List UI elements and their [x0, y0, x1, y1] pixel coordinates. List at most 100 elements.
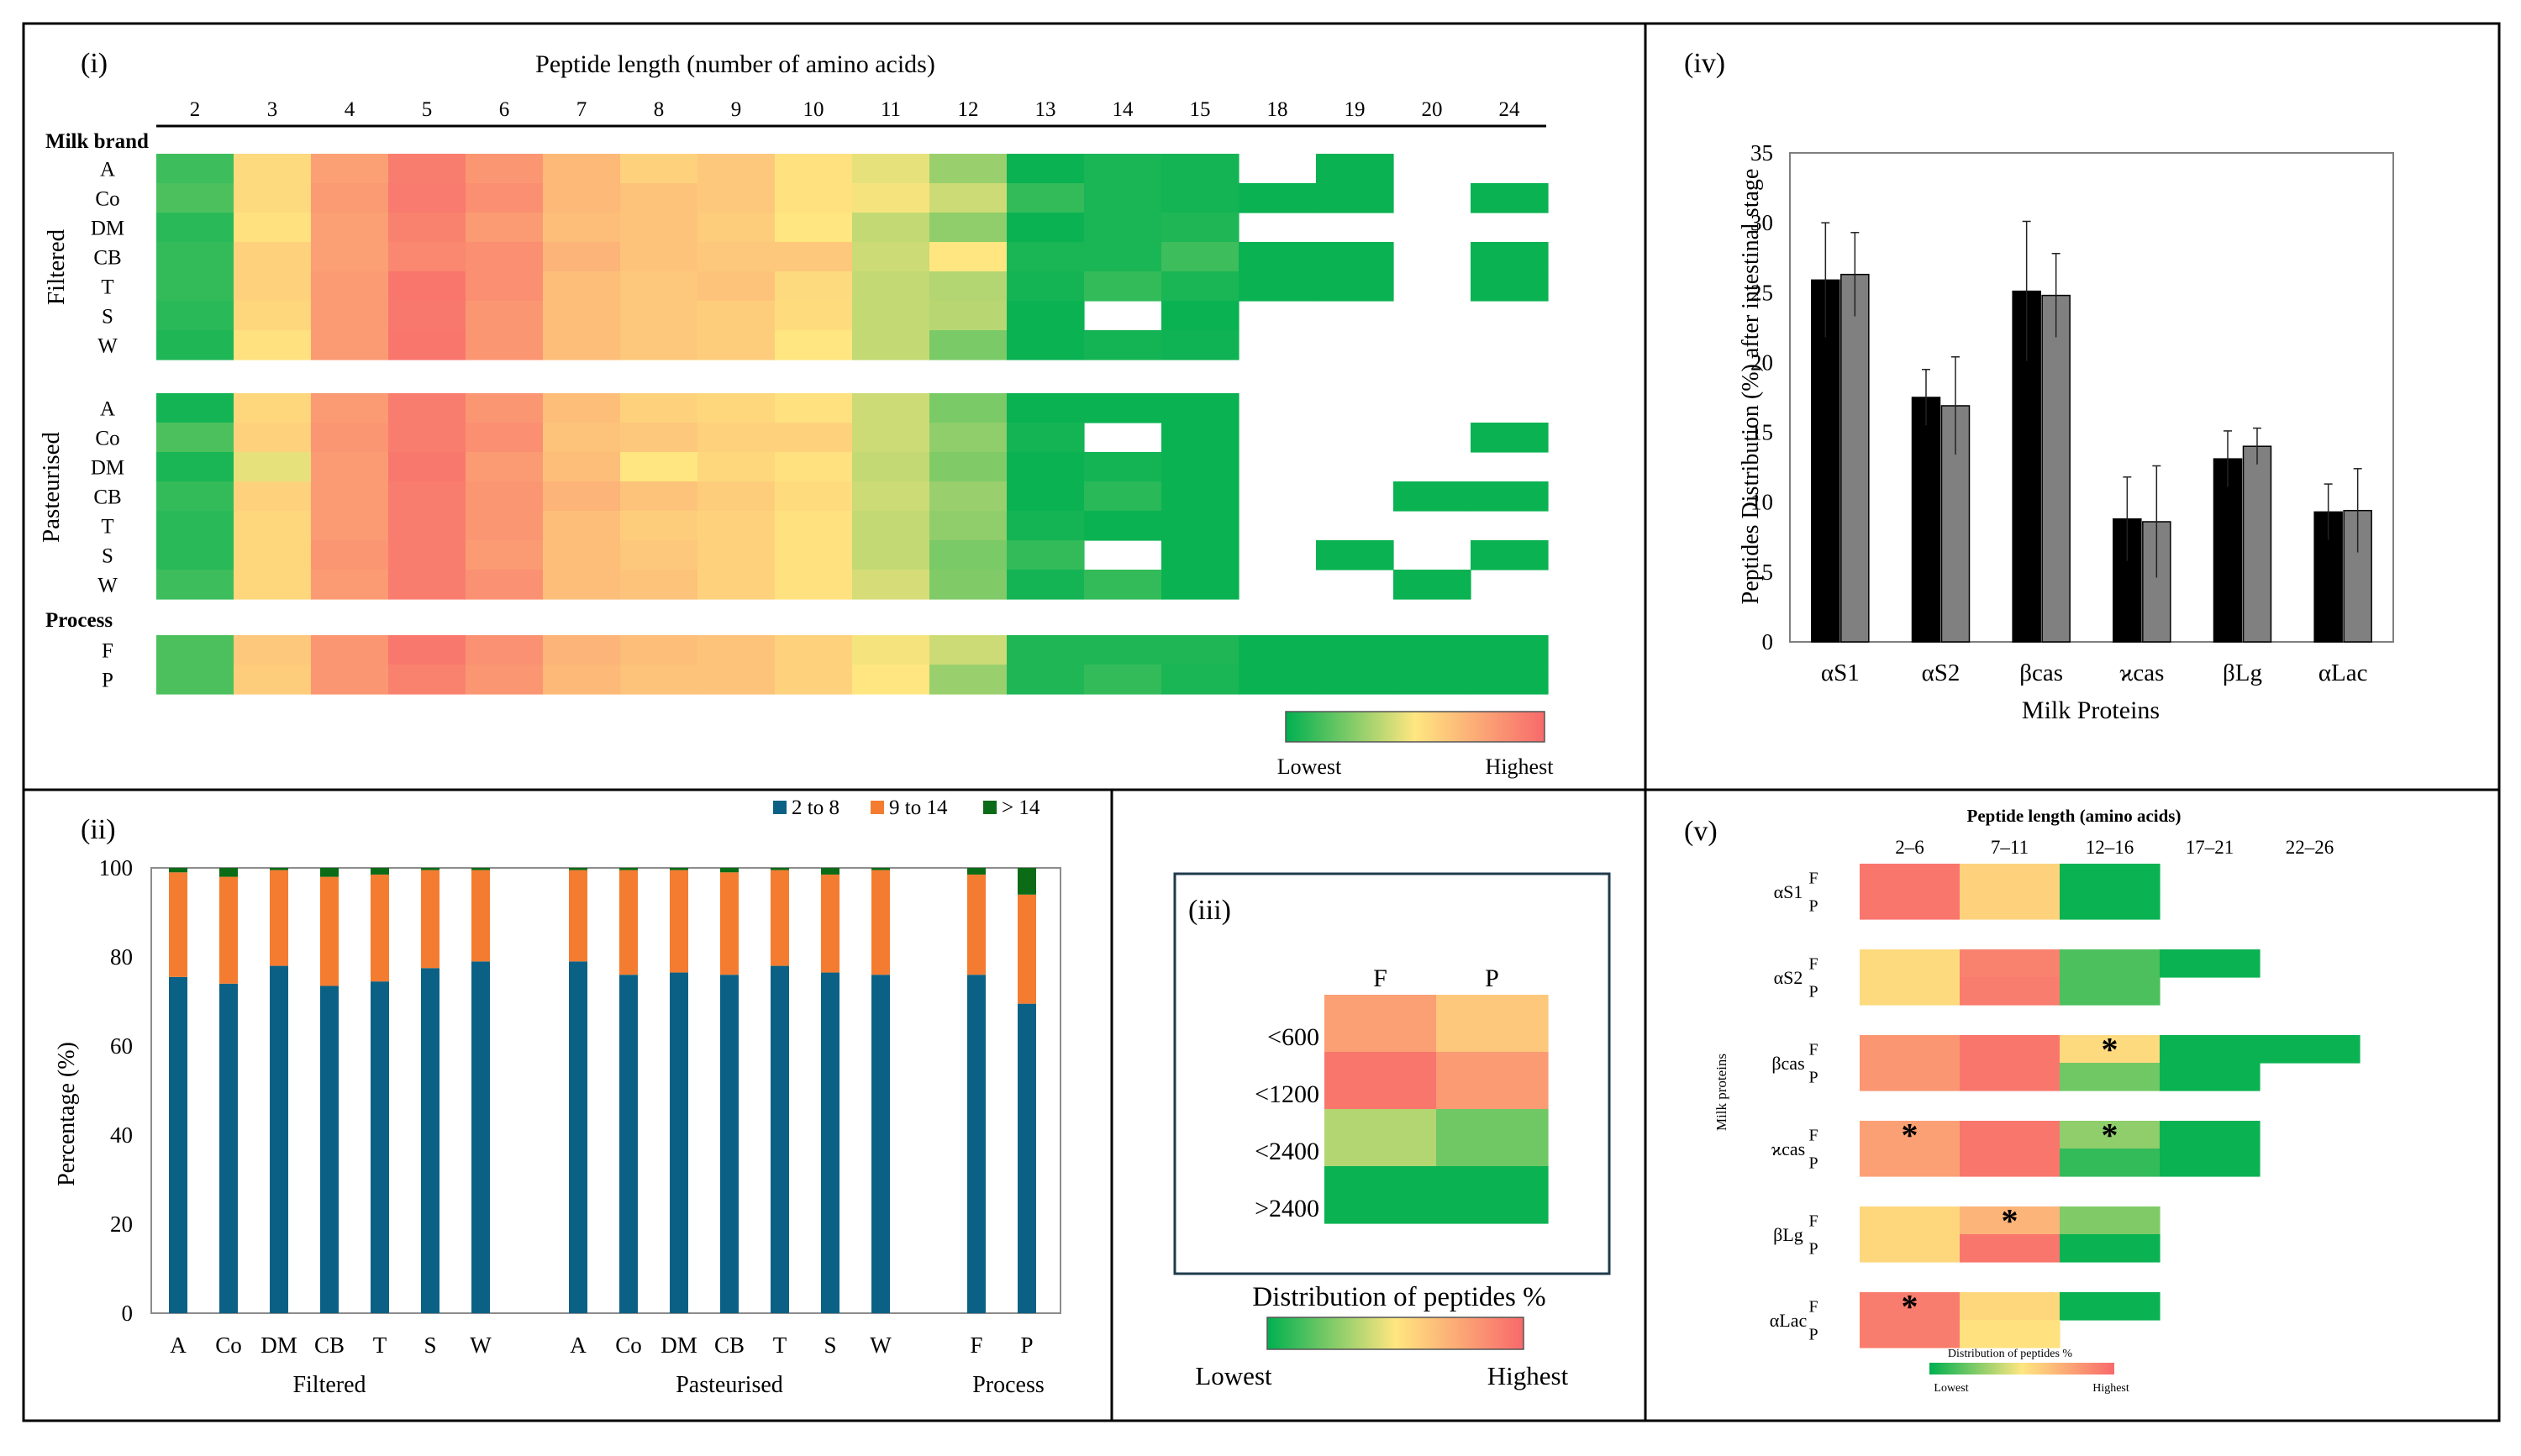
- panel-ii-bar-filtered-cb-s2: [320, 876, 339, 986]
- panel-ii-group-label-process: Process: [972, 1372, 1045, 1398]
- panel-i-cell-filtered-cb-9: [852, 242, 930, 272]
- panel-i-cell-pasteurised-cb-10: [929, 481, 1008, 512]
- panel-iv-xtick-1: αS2: [1922, 660, 1960, 686]
- panel-v-cell-3-P-1: [1960, 1149, 2060, 1177]
- panel-v-col-4: 22–26: [2286, 837, 2334, 858]
- panel-iv-ytick-20: 20: [1750, 350, 1773, 375]
- panel-i-cell-process-f-10: [929, 635, 1008, 665]
- panel-i-cell-filtered-dm-5: [543, 213, 621, 243]
- panel-i-cell-pasteurised-s-6: [620, 540, 698, 570]
- panel-i-cell-pasteurised-cb-9: [852, 481, 930, 512]
- panel-i-cell-pasteurised-co-3: [388, 423, 466, 453]
- panel-ii-axes: 0 20 40 60 80 100 A Co DM CB T S W Filtered A Co DM CB T S W…: [99, 855, 1061, 1398]
- panel-i-cell-filtered-s-5: [543, 301, 621, 331]
- panel-i-cell-pasteurised-co-4: [466, 423, 544, 453]
- panel-i-cell-filtered-a-12: [1084, 154, 1162, 184]
- panel-v-color-scale: [1929, 1363, 2114, 1375]
- panel-iv-plot-frame: [1789, 152, 2394, 643]
- panel-i-cell-filtered-t-13: [1161, 271, 1239, 302]
- panel-ii-bar-filtered-w-s3: [471, 868, 490, 870]
- panel-i-cell-process-f-5: [543, 635, 621, 665]
- panel-i-cell-pasteurised-w-5: [543, 570, 621, 600]
- panel-i-cell-filtered-a-15: [1316, 154, 1394, 184]
- panel-ii-bar-filtered-dm-s2: [270, 870, 288, 966]
- panel-i-cell-process-p-17: [1471, 665, 1549, 695]
- panel-i-group-process: Process: [45, 609, 113, 632]
- panel-i-cell-pasteurised-t-2: [311, 511, 389, 541]
- panel-i-cell-pasteurised-co-11: [1007, 423, 1085, 453]
- panel-ii-bar-pasteurised-dm-s1: [670, 972, 688, 1313]
- panel-ii-bar-filtered-s-s3: [421, 868, 439, 870]
- panel-i-cell-pasteurised-s-0: [156, 540, 234, 570]
- panel-v-protein-label-0: αS1: [1774, 881, 1803, 902]
- panel-i-col-14: 14: [1113, 98, 1134, 121]
- panel-ii-xtick-pasteurised-s: S: [824, 1332, 836, 1358]
- panel-v-significance-star-3-2: *: [2102, 1117, 2118, 1154]
- panel-i-cell-pasteurised-s-10: [929, 540, 1008, 570]
- panel-ii-bar-filtered-a-s2: [169, 872, 187, 977]
- panel-v-cell-1-P-2: [2060, 977, 2160, 1006]
- panel-i-cell-pasteurised-a-1: [234, 393, 312, 423]
- panel-ii-xtick-filtered-co: Co: [215, 1332, 242, 1358]
- panel-i-cell-pasteurised-t-12: [1084, 511, 1162, 541]
- panel-v-cell-5-F-2: [2060, 1292, 2160, 1321]
- panel-i-cell-filtered-cb-15: [1316, 242, 1394, 272]
- panel-ii-bar-filtered-t-s1: [371, 981, 389, 1313]
- panel-i-cell-filtered-co-7: [697, 183, 776, 213]
- panel-i-cell-pasteurised-cb-2: [311, 481, 389, 512]
- panel-iv-bar-f-1: [1911, 397, 1941, 643]
- panel-i-cell-pasteurised-w-8: [775, 570, 853, 600]
- panel-ii-bar-filtered-s-s1: [421, 968, 439, 1313]
- panel-v-significance-star-3-0: *: [1902, 1117, 1918, 1154]
- panel-iv-ytick-25: 25: [1750, 280, 1773, 305]
- panel-i-cell-filtered-cb-7: [697, 242, 776, 272]
- panel-v-cell-3-F-3: [2160, 1121, 2260, 1149]
- panel-ii-xtick-process-f: F: [970, 1332, 982, 1358]
- panel-i-col-3: 3: [267, 98, 278, 121]
- panel-i-cell-pasteurised-co-6: [620, 423, 698, 453]
- panel-i-cell-pasteurised-t-6: [620, 511, 698, 541]
- panel-i-cell-pasteurised-w-3: [388, 570, 466, 600]
- panel-i-cell-pasteurised-co-0: [156, 423, 234, 453]
- panel-i-cell-process-p-10: [929, 665, 1008, 695]
- panel-i-cell-pasteurised-cb-13: [1161, 481, 1239, 512]
- panel-i-cell-filtered-s-3: [388, 301, 466, 331]
- panel-v-scale-low: Lowest: [1934, 1382, 1968, 1395]
- panel-v-cell-2-F-1: [1960, 1035, 2060, 1064]
- panel-i-col-13: 13: [1035, 98, 1056, 121]
- panel-ii-xtick-filtered-s: S: [424, 1332, 436, 1358]
- panel-i-cell-filtered-w-9: [852, 330, 930, 360]
- panel-ii-bar-pasteurised-a-s2: [569, 870, 587, 962]
- panel-i-cell-filtered-co-14: [1239, 183, 1317, 213]
- panel-i-col-18: 18: [1267, 98, 1288, 121]
- panel-i-cell-process-f-6: [620, 635, 698, 665]
- panel-iii-cell-2-1: [1436, 1109, 1549, 1167]
- panel-iv-ytick-0: 0: [1762, 629, 1774, 654]
- panel-i-scale-low: Lowest: [1277, 754, 1342, 779]
- panel-i-row-label-pasteurised-s: S: [102, 545, 113, 568]
- panel-i-cell-pasteurised-w-6: [620, 570, 698, 600]
- panel-i-cell-filtered-a-0: [156, 154, 234, 184]
- panel-i-cell-pasteurised-a-2: [311, 393, 389, 423]
- panel-i-cell-pasteurised-a-8: [775, 393, 853, 423]
- panel-i-col-10: 10: [803, 98, 824, 121]
- panel-i-cell-filtered-s-11: [1007, 301, 1085, 331]
- panel-iv-ytick-30: 30: [1750, 210, 1773, 235]
- panel-v-cell-5-F-1: [1960, 1292, 2060, 1321]
- panel-v-protein-label-5: αLac: [1770, 1310, 1808, 1331]
- panel-iv-xlabel: Milk Proteins: [2022, 696, 2160, 724]
- panel-i-cell-filtered-co-6: [620, 183, 698, 213]
- panel-ii-bar-pasteurised-dm-s2: [670, 870, 688, 973]
- panel-v-cell-2-P-3: [2160, 1063, 2260, 1091]
- panel-i-cell-pasteurised-t-0: [156, 511, 234, 541]
- panel-v-col-2: 12–16: [2086, 837, 2134, 858]
- panel-i-cell-filtered-co-12: [1084, 183, 1162, 213]
- panel-i-cell-process-p-15: [1316, 665, 1394, 695]
- panel-i-cell-filtered-t-14: [1239, 271, 1317, 302]
- panel-v-significance-star-5-0: *: [1902, 1288, 1918, 1326]
- panel-ii-bar-process-p-s3: [1018, 868, 1036, 895]
- panel-i-cell-pasteurised-t-11: [1007, 511, 1085, 541]
- panel-i-cell-pasteurised-t-4: [466, 511, 544, 541]
- panel-i-cell-pasteurised-co-8: [775, 423, 853, 453]
